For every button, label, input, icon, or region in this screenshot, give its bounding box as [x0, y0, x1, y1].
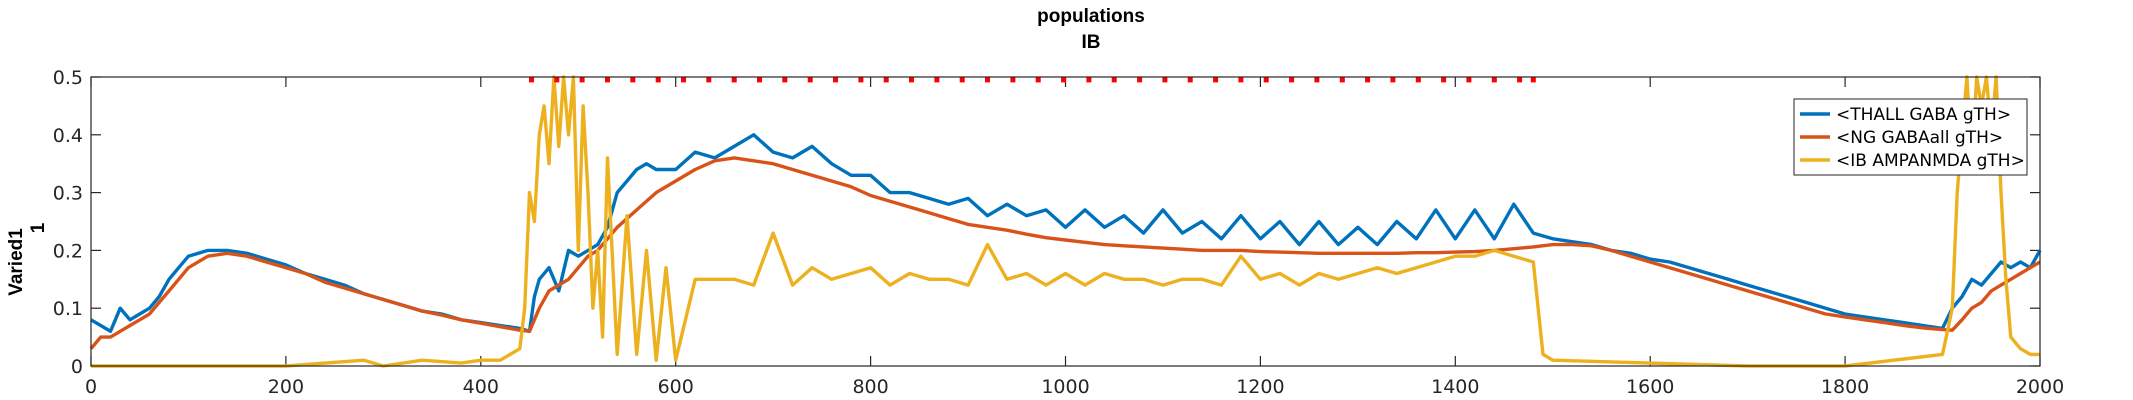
x-tick-label: 2000 — [2016, 376, 2064, 398]
x-tick-label: 1200 — [1236, 376, 1284, 398]
x-tick-label: 600 — [658, 376, 694, 398]
legend-label: <IB AMPANMDA gTH> — [1836, 151, 2025, 171]
legend-label: <THALL GABA gTH> — [1836, 105, 2011, 125]
series-line-1 — [90, 133, 2042, 333]
stimulus-marker — [1491, 77, 1497, 83]
stimulus-marker — [1390, 77, 1396, 83]
stimulus-marker — [1061, 77, 1067, 83]
y-tick-label: 0.1 — [53, 298, 83, 320]
stimulus-marker — [1238, 77, 1244, 83]
y-axis-label: Varied1 1 — [6, 222, 49, 296]
stimulus-marker — [630, 77, 636, 83]
stimulus-marker — [782, 77, 788, 83]
ylabel-line-1: Varied1 — [6, 228, 27, 296]
stimulus-marker — [554, 77, 560, 83]
stimulus-marker — [731, 77, 737, 83]
stimulus-marker — [1010, 77, 1016, 83]
y-tick-label: 0 — [71, 356, 83, 378]
x-tick-label: 0 — [85, 376, 97, 398]
stimulus-marker — [681, 77, 686, 83]
stimulus-marker — [1187, 77, 1193, 83]
stimulus-marker — [529, 77, 534, 83]
series-line-2 — [89, 156, 2041, 350]
stimulus-marker — [858, 77, 864, 83]
stimulus-marker — [1314, 77, 1320, 83]
stimulus-marker — [833, 77, 838, 83]
x-tick-label: 400 — [463, 376, 499, 398]
stimulus-marker — [1111, 77, 1117, 83]
stimulus-marker — [1035, 77, 1041, 83]
stimulus-markers — [529, 77, 1536, 83]
x-ticks: 0 200 400 600 800 1000 1200 1400 1600 1800 2000 — [85, 77, 2064, 398]
stimulus-marker — [807, 77, 813, 83]
legend: <THALL GABA gTH> <NG GABAall gTH> <IB AMPA… — [1793, 98, 2028, 176]
stimulus-marker — [1466, 77, 1472, 83]
stimulus-marker — [909, 77, 914, 83]
stimulus-marker — [605, 77, 610, 83]
stimulus-marker — [1137, 77, 1143, 83]
stimulus-marker — [934, 77, 940, 83]
x-tick-label: 200 — [268, 376, 304, 398]
stimulus-marker — [1530, 77, 1536, 83]
y-tick-label: 0.5 — [53, 67, 83, 89]
x-tick-label: 1000 — [1041, 376, 1089, 398]
legend-label: <NG GABAall gTH> — [1836, 128, 2003, 148]
x-tick-label: 800 — [852, 376, 888, 398]
stimulus-marker — [1415, 77, 1421, 83]
chart-title: populations IB — [1037, 6, 1145, 53]
x-tick-label: 1800 — [1821, 376, 1869, 398]
x-tick-label: 1400 — [1431, 376, 1479, 398]
stimulus-marker — [1086, 77, 1092, 83]
stimulus-marker — [1213, 77, 1219, 83]
stimulus-marker — [1162, 77, 1168, 83]
stimulus-marker — [1289, 77, 1295, 83]
title-line-1: populations — [1037, 6, 1145, 27]
stimulus-marker — [579, 77, 585, 83]
plot-area — [89, 75, 2042, 368]
legend-items: <THALL GABA gTH> <NG GABAall gTH> <IB AMPA… — [1800, 105, 2025, 171]
stimulus-marker — [655, 77, 661, 83]
series-lines — [89, 75, 2042, 368]
stimulus-marker — [1339, 77, 1345, 83]
stimulus-marker — [959, 77, 965, 83]
x-tick-label: 1600 — [1626, 376, 1674, 398]
stimulus-marker — [1263, 77, 1269, 83]
y-tick-label: 0.4 — [53, 125, 83, 147]
stimulus-marker — [1441, 77, 1447, 83]
ylabel-line-2: 1 — [28, 222, 49, 233]
stimulus-marker — [985, 77, 990, 83]
stimulus-marker — [1365, 77, 1371, 83]
stimulus-marker — [883, 77, 889, 83]
y-tick-label: 0.2 — [53, 240, 83, 262]
stimulus-marker — [757, 77, 762, 83]
y-tick-label: 0.3 — [53, 183, 83, 205]
legend-box — [1793, 98, 2028, 176]
title-line-2: IB — [1082, 32, 1101, 53]
stimulus-marker — [1517, 77, 1523, 83]
series-line-3 — [91, 75, 2040, 368]
stimulus-marker — [706, 77, 712, 83]
y-ticks: 0 0.1 0.2 0.3 0.4 0.5 — [53, 67, 2040, 378]
axes-box — [90, 76, 2041, 367]
